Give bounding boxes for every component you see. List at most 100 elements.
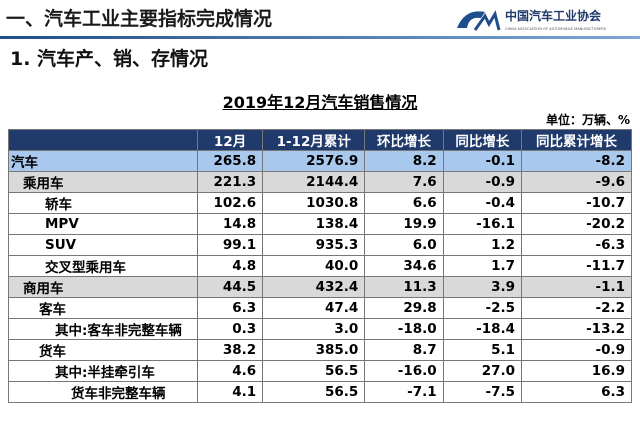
cell: -2.5 bbox=[442, 297, 523, 319]
cell: 102.6 bbox=[196, 192, 264, 214]
header-row: 12月 1-12月累计 环比增长 同比增长 同比累计增长 bbox=[8, 129, 632, 151]
cell: 29.8 bbox=[364, 297, 444, 319]
cell: 4.1 bbox=[196, 381, 264, 403]
cell: 1.2 bbox=[442, 234, 523, 256]
column-header: 12月 bbox=[196, 129, 264, 151]
cell: 27.0 bbox=[442, 360, 523, 382]
cell: 6.6 bbox=[364, 192, 444, 214]
column-header bbox=[8, 129, 198, 151]
cell: 4.8 bbox=[196, 255, 264, 277]
cell: -18.4 bbox=[442, 318, 523, 340]
cell: 432.4 bbox=[262, 276, 366, 298]
row-label: 货车 bbox=[8, 339, 198, 361]
cell: 47.4 bbox=[262, 297, 366, 319]
cell: 44.5 bbox=[196, 276, 264, 298]
row-label: SUV bbox=[8, 234, 198, 256]
row-label: 其中:半挂牵引车 bbox=[8, 360, 198, 382]
row-label: 轿车 bbox=[8, 192, 198, 214]
column-header: 同比增长 bbox=[442, 129, 523, 151]
cell: 4.6 bbox=[196, 360, 264, 382]
cell: -0.4 bbox=[442, 192, 523, 214]
table-row: 货车非完整车辆 4.1 56.5 -7.1 -7.5 6.3 bbox=[8, 381, 632, 403]
cell: 5.1 bbox=[442, 339, 523, 361]
cell: -11.7 bbox=[521, 255, 632, 277]
cell: -8.2 bbox=[521, 150, 632, 172]
section-title: 1. 汽车产、销、存情况 bbox=[10, 48, 209, 70]
header-title: 一、汽车工业主要指标完成情况 bbox=[6, 8, 273, 30]
logo-en: CHINA ASSOCIATION OF AUTOMOBILE MANUFACT… bbox=[505, 27, 607, 31]
cell: 2576.9 bbox=[262, 150, 366, 172]
row-label: 汽车 bbox=[8, 150, 198, 172]
cell: 6.3 bbox=[196, 297, 264, 319]
table-row: 货车 38.2 385.0 8.7 5.1 -0.9 bbox=[8, 339, 632, 361]
cell: -20.2 bbox=[521, 213, 632, 235]
cell: -0.1 bbox=[442, 150, 523, 172]
cell: -0.9 bbox=[521, 339, 632, 361]
row-label: 商用车 bbox=[8, 276, 198, 298]
cell: -18.0 bbox=[364, 318, 444, 340]
table-row: 汽车 265.8 2576.9 8.2 -0.1 -8.2 bbox=[8, 150, 632, 172]
cell: 19.9 bbox=[364, 213, 444, 235]
cell: 99.1 bbox=[196, 234, 264, 256]
cell: 7.6 bbox=[364, 171, 444, 193]
cell: 8.7 bbox=[364, 339, 444, 361]
cell: -0.9 bbox=[442, 171, 523, 193]
cell: 16.9 bbox=[521, 360, 632, 382]
table-row: 商用车 44.5 432.4 11.3 3.9 -1.1 bbox=[8, 276, 632, 298]
cell: -2.2 bbox=[521, 297, 632, 319]
table-row: 其中:半挂牵引车 4.6 56.5 -16.0 27.0 16.9 bbox=[8, 360, 632, 382]
cell: -16.0 bbox=[364, 360, 444, 382]
logo-cn: 中国汽车工业协会 bbox=[505, 8, 602, 23]
cell: -13.2 bbox=[521, 318, 632, 340]
cell: 0.3 bbox=[196, 318, 264, 340]
cell: 221.3 bbox=[196, 171, 264, 193]
cell: -1.1 bbox=[521, 276, 632, 298]
table-row: 轿车 102.6 1030.8 6.6 -0.4 -10.7 bbox=[8, 192, 632, 214]
cell: -9.6 bbox=[521, 171, 632, 193]
cell: 3.0 bbox=[262, 318, 366, 340]
cell: 1.7 bbox=[442, 255, 523, 277]
column-header: 同比累计增长 bbox=[521, 129, 632, 151]
cell: 2144.4 bbox=[262, 171, 366, 193]
cell: -16.1 bbox=[442, 213, 523, 235]
cell: 935.3 bbox=[262, 234, 366, 256]
cell: 138.4 bbox=[262, 213, 366, 235]
cell: 6.0 bbox=[364, 234, 444, 256]
cell: 385.0 bbox=[262, 339, 366, 361]
cell: 11.3 bbox=[364, 276, 444, 298]
cell: -7.5 bbox=[442, 381, 523, 403]
row-label: 货车非完整车辆 bbox=[8, 381, 198, 403]
row-label: 其中:客车非完整车辆 bbox=[8, 318, 198, 340]
cell: 3.9 bbox=[442, 276, 523, 298]
table-row: 客车 6.3 47.4 29.8 -2.5 -2.2 bbox=[8, 297, 632, 319]
cell: 40.0 bbox=[262, 255, 366, 277]
row-label: MPV bbox=[8, 213, 198, 235]
table-row: 乘用车 221.3 2144.4 7.6 -0.9 -9.6 bbox=[8, 171, 632, 193]
logo: 中国汽车工业协会 CHINA ASSOCIATION OF AUTOMOBILE… bbox=[457, 8, 607, 31]
unit: 单位：万辆、% bbox=[545, 113, 630, 127]
table-row: SUV 99.1 935.3 6.0 1.2 -6.3 bbox=[8, 234, 632, 256]
cell: 56.5 bbox=[262, 381, 366, 403]
table: 12月 1-12月累计 环比增长 同比增长 同比累计增长 汽车 265.8 2576.9 8.2… bbox=[8, 129, 632, 403]
cell: 14.8 bbox=[196, 213, 264, 235]
cell: 6.3 bbox=[521, 381, 632, 403]
row-label: 乘用车 bbox=[8, 171, 198, 193]
row-label: 交叉型乘用车 bbox=[8, 255, 198, 277]
table-title: 2019年12月汽车销售情况 bbox=[222, 93, 418, 112]
header-rule bbox=[0, 36, 640, 39]
row-label: 客车 bbox=[8, 297, 198, 319]
cell: 265.8 bbox=[196, 150, 264, 172]
column-header: 环比增长 bbox=[364, 129, 444, 151]
column-header: 1-12月累计 bbox=[262, 129, 366, 151]
cell: -10.7 bbox=[521, 192, 632, 214]
cell: -7.1 bbox=[364, 381, 444, 403]
cell: 1030.8 bbox=[262, 192, 366, 214]
cell: 56.5 bbox=[262, 360, 366, 382]
table-row: 交叉型乘用车 4.8 40.0 34.6 1.7 -11.7 bbox=[8, 255, 632, 277]
table-row: 其中:客车非完整车辆 0.3 3.0 -18.0 -18.4 -13.2 bbox=[8, 318, 632, 340]
cell: 34.6 bbox=[364, 255, 444, 277]
cell: 38.2 bbox=[196, 339, 264, 361]
cell: -6.3 bbox=[521, 234, 632, 256]
table-row: MPV 14.8 138.4 19.9 -16.1 -20.2 bbox=[8, 213, 632, 235]
